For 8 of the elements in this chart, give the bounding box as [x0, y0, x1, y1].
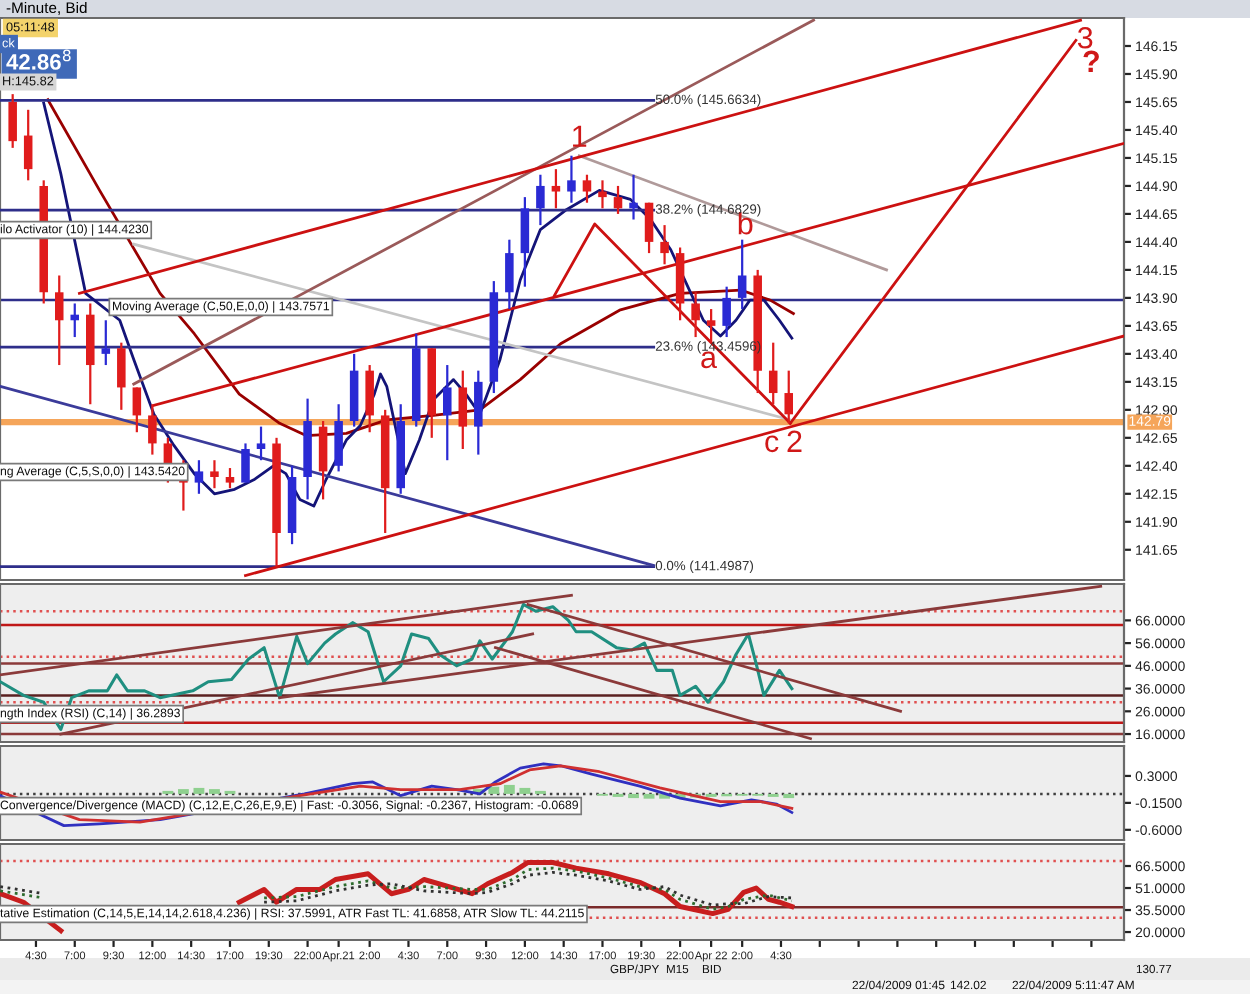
annotation: c: [765, 435, 779, 453]
annotation: 42.86$^{8}$: [6, 49, 71, 70]
annotation: 3: [1077, 26, 1093, 49]
annotation: b: [738, 211, 753, 235]
annotation: ?: [1083, 50, 1099, 72]
annotation: 2: [787, 430, 802, 452]
annotation: a: [701, 351, 717, 369]
annotation: 1: [573, 125, 587, 147]
